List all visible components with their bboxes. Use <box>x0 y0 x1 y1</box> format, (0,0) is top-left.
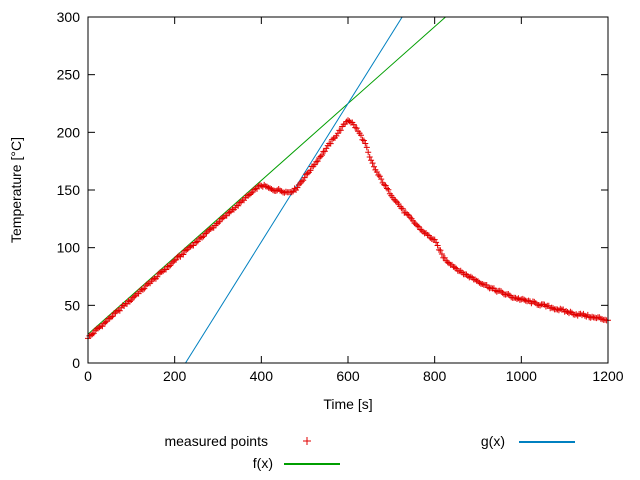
plot-border <box>87 16 609 364</box>
svg-text:1200: 1200 <box>592 368 623 384</box>
svg-text:150: 150 <box>57 182 81 198</box>
svg-text:800: 800 <box>423 368 447 384</box>
svg-text:600: 600 <box>336 368 360 384</box>
fit-line-fx <box>88 17 447 335</box>
svg-text:250: 250 <box>57 67 81 83</box>
axis-ticks <box>87 16 609 364</box>
svg-text:0: 0 <box>72 355 80 371</box>
svg-text:400: 400 <box>250 368 274 384</box>
legend-label-g: g(x) <box>480 433 505 449</box>
svg-text:0: 0 <box>84 368 92 384</box>
fit-line-gx <box>184 17 403 363</box>
legend-line-g-icon <box>519 441 575 443</box>
y-axis-title: Temperature [°C] <box>8 137 24 243</box>
legend-line-f-icon <box>284 463 340 465</box>
svg-text:300: 300 <box>57 9 81 25</box>
legend-label-f: f(x) <box>252 455 273 471</box>
svg-text:100: 100 <box>57 240 81 256</box>
x-axis-title: Time [s] <box>323 396 373 412</box>
svg-text:50: 50 <box>64 297 80 313</box>
tick-labels: 0 200 400 600 800 1000 1200 0 50 100 150 200 250 300 <box>57 9 624 384</box>
series-measured-points <box>85 117 611 342</box>
legend-marker-plus-icon <box>303 437 311 445</box>
svg-text:200: 200 <box>57 124 81 140</box>
svg-text:200: 200 <box>163 368 187 384</box>
svg-text:1000: 1000 <box>506 368 537 384</box>
legend-label-measured-points: measured points <box>164 433 268 449</box>
